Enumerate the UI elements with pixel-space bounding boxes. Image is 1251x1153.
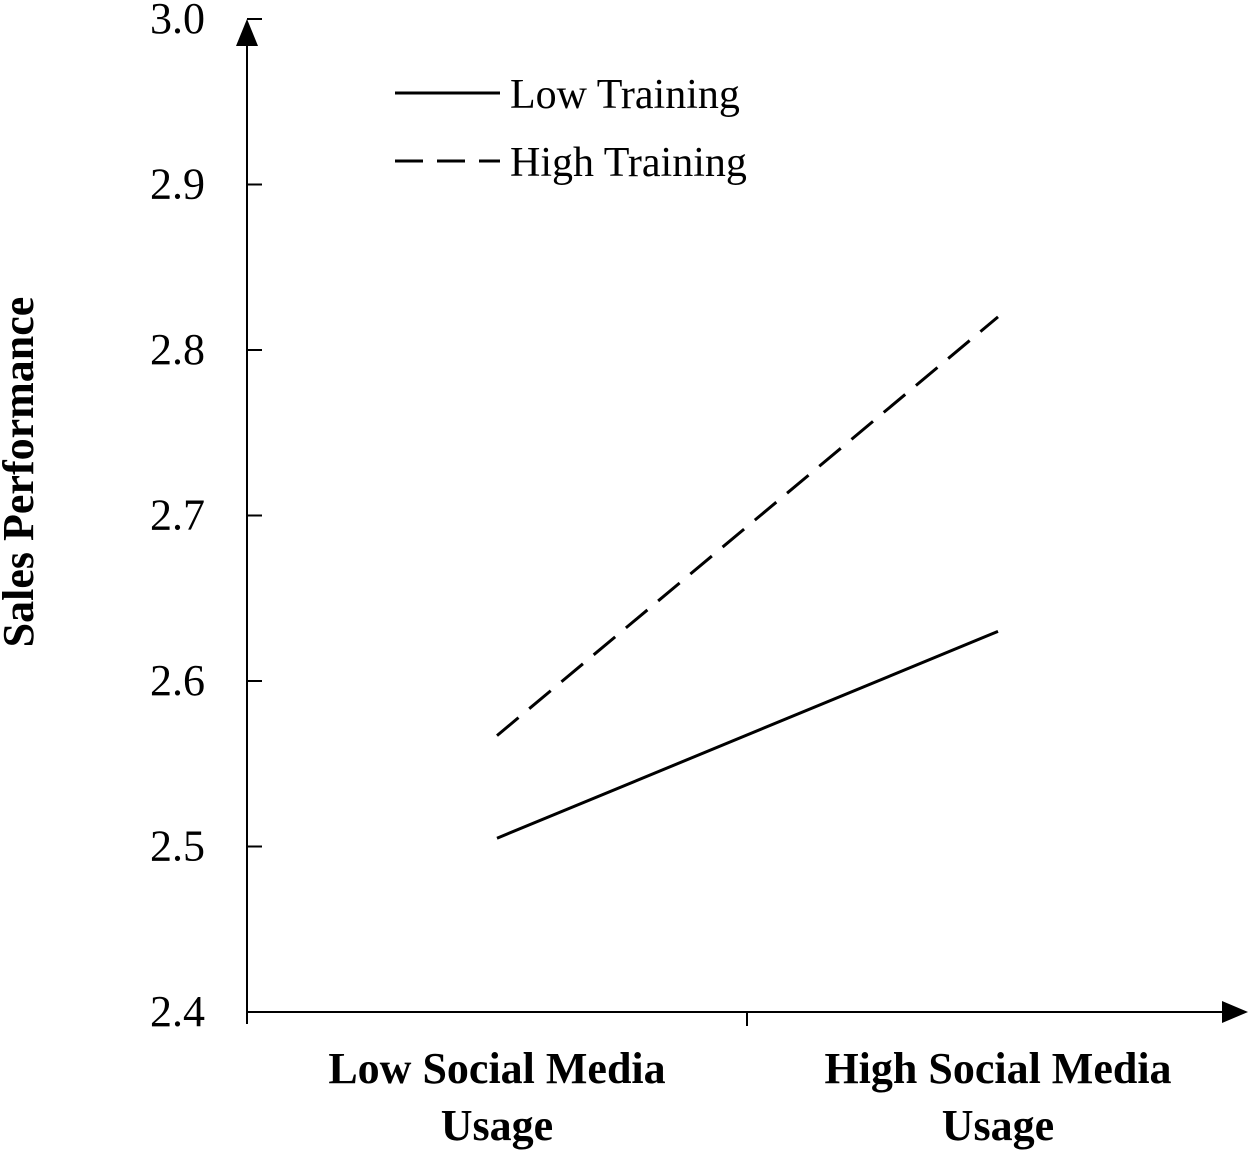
y-axis-title: Sales Performance <box>0 297 43 648</box>
x-ticks: Low Social Media Usage High Social Media Us… <box>328 1044 1171 1150</box>
x-category-label: Usage <box>942 1101 1054 1150</box>
series-lines <box>496 315 999 840</box>
y-axis-arrow <box>236 19 258 46</box>
y-tick-label: 3.0 <box>150 0 205 43</box>
y-tick-label: 2.7 <box>150 491 205 540</box>
y-tick-label: 2.9 <box>150 160 205 209</box>
y-tick-label: 2.6 <box>150 656 205 705</box>
y-ticks: 2.4 2.5 2.6 2.7 2.8 2.9 3.0 <box>150 0 262 1036</box>
legend: Low Training High Training <box>395 72 747 186</box>
legend-label: Low Training <box>510 72 740 118</box>
series-line-high-training <box>496 315 999 737</box>
x-category-label: Low Social Media <box>328 1044 665 1093</box>
y-tick-label: 2.5 <box>150 822 205 871</box>
x-category-label: High Social Media <box>824 1044 1171 1093</box>
x-category-label: Usage <box>441 1101 553 1150</box>
x-axis-arrow <box>1222 1001 1248 1023</box>
y-tick-label: 2.4 <box>150 987 205 1036</box>
legend-label: High Training <box>510 140 747 186</box>
axes <box>236 19 1248 1026</box>
y-tick-label: 2.8 <box>150 325 205 374</box>
series-line-low-training <box>496 629 999 840</box>
